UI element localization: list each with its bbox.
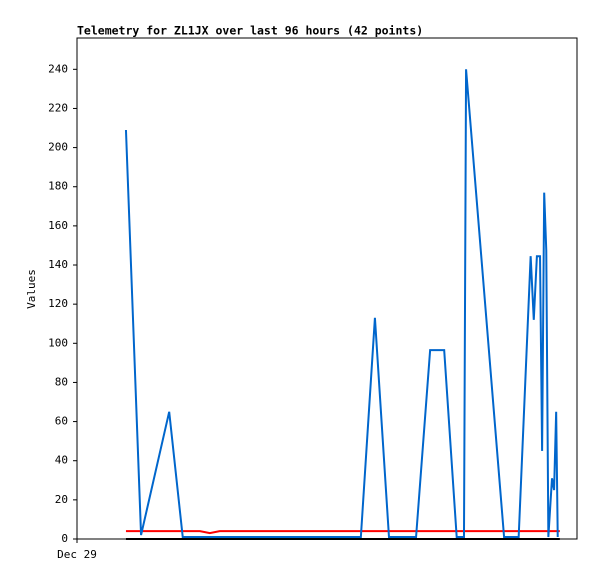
series-line <box>124 69 559 539</box>
y-axis-label: Values <box>25 269 38 309</box>
x-tick-label: Dec 29 <box>57 548 97 561</box>
y-tick-label: 160 <box>48 219 68 232</box>
y-tick-label: 180 <box>48 180 68 193</box>
y-tick-label: 220 <box>48 101 68 114</box>
y-tick-label: 200 <box>48 141 68 154</box>
y-tick-label: 0 <box>61 532 68 545</box>
y-tick-label: 240 <box>48 62 68 75</box>
series-line <box>125 530 560 535</box>
y-tick-label: 80 <box>55 375 68 388</box>
y-tick-label: 140 <box>48 258 68 271</box>
y-tick-label: 20 <box>55 493 68 506</box>
y-tick-label: 120 <box>48 297 68 310</box>
y-tick-label: 40 <box>55 454 68 467</box>
y-tick-label: 60 <box>55 415 68 428</box>
chart-title: Telemetry for ZL1JX over last 96 hours (… <box>77 24 423 38</box>
y-tick-label: 100 <box>48 336 68 349</box>
